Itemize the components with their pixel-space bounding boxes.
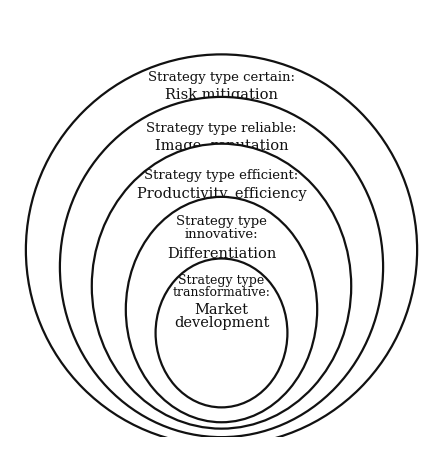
Ellipse shape [155,259,288,407]
Text: Strategy type certain:: Strategy type certain: [148,71,295,84]
Text: development: development [174,316,269,330]
Text: Productivity, efficiency: Productivity, efficiency [137,187,306,201]
Text: Image, reputation: Image, reputation [155,139,288,153]
Text: Risk mitigation: Risk mitigation [165,88,278,102]
Text: Strategy type efficient:: Strategy type efficient: [144,169,299,182]
Ellipse shape [60,97,383,437]
Ellipse shape [26,54,417,446]
Text: Strategy type reliable:: Strategy type reliable: [146,122,297,135]
Ellipse shape [126,197,317,422]
Text: transformative:: transformative: [173,286,270,299]
Text: Differentiation: Differentiation [167,247,276,261]
Ellipse shape [92,144,351,429]
Text: Strategy type: Strategy type [176,215,267,228]
Text: innovative:: innovative: [185,228,258,241]
Text: Strategy type: Strategy type [179,274,264,287]
Text: Market: Market [194,304,249,317]
